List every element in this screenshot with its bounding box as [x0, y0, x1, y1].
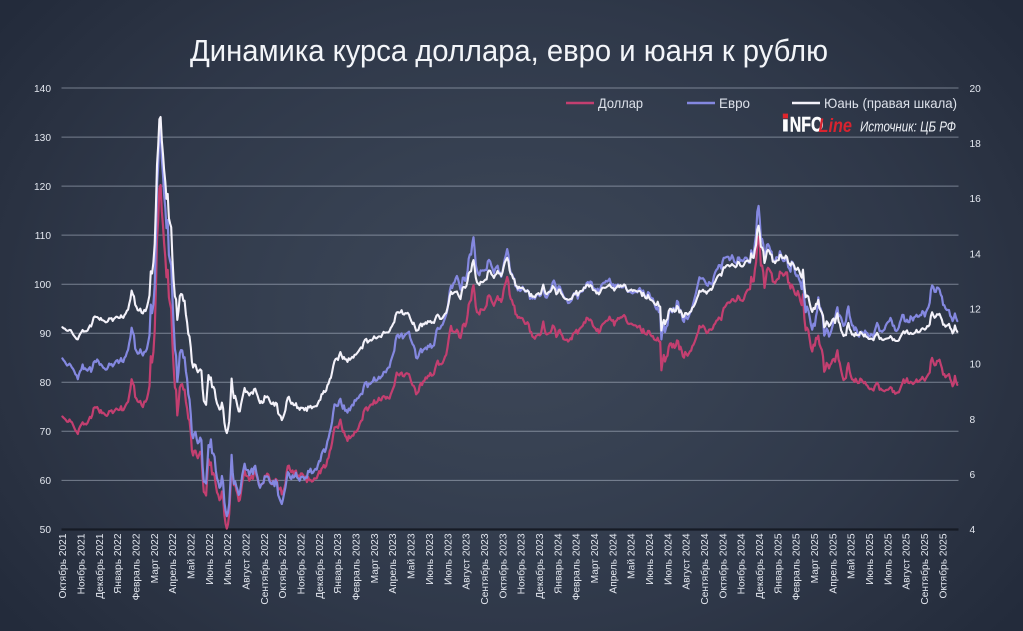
svg-text:Доллар: Доллар [598, 95, 643, 111]
svg-text:Декабрь 2024: Декабрь 2024 [754, 533, 766, 599]
svg-text:60: 60 [40, 476, 52, 487]
svg-text:Октябрь 2024: Октябрь 2024 [717, 533, 729, 598]
svg-text:18: 18 [970, 139, 982, 150]
svg-text:Август 2025: Август 2025 [902, 533, 913, 589]
svg-text:80: 80 [40, 378, 52, 389]
svg-text:Август 2023: Август 2023 [462, 533, 473, 589]
svg-text:Октябрь 2021: Октябрь 2021 [57, 533, 69, 598]
svg-text:Line: Line [819, 115, 853, 137]
svg-text:12: 12 [970, 305, 982, 316]
svg-text:Март 2025: Март 2025 [810, 533, 821, 583]
svg-text:110: 110 [35, 231, 52, 242]
svg-text:Октябрь 2023: Октябрь 2023 [497, 533, 509, 598]
svg-text:Юань (правая шкала): Юань (правая шкала) [824, 95, 957, 111]
svg-text:Ноябрь 2024: Ноябрь 2024 [736, 533, 748, 594]
svg-text:Июль 2024: Июль 2024 [663, 533, 674, 585]
svg-text:4: 4 [970, 525, 976, 536]
svg-text:120: 120 [34, 182, 51, 193]
svg-text:Декабрь 2022: Декабрь 2022 [314, 533, 326, 599]
svg-text:100: 100 [34, 280, 51, 291]
svg-text:Июнь 2025: Июнь 2025 [865, 533, 876, 585]
svg-text:Февраль 2024: Февраль 2024 [572, 533, 583, 600]
svg-text:90: 90 [40, 329, 52, 340]
svg-text:Сентябрь 2022: Сентябрь 2022 [259, 533, 271, 604]
svg-text:Май 2022: Май 2022 [187, 533, 198, 579]
svg-text:Октябрь 2022: Октябрь 2022 [277, 533, 289, 598]
svg-text:Май 2024: Май 2024 [627, 533, 638, 579]
svg-text:Сентябрь 2024: Сентябрь 2024 [699, 533, 711, 604]
svg-text:20: 20 [970, 84, 982, 95]
svg-text:Декабрь 2021: Декабрь 2021 [94, 533, 106, 599]
svg-text:Апрель 2025: Апрель 2025 [828, 533, 839, 593]
svg-text:Январь 2022: Январь 2022 [113, 533, 124, 594]
svg-text:Февраль 2022: Февраль 2022 [132, 533, 143, 600]
svg-text:Март 2022: Март 2022 [150, 533, 161, 583]
svg-text:Февраль 2023: Февраль 2023 [352, 533, 363, 600]
svg-text:Февраль 2025: Февраль 2025 [792, 533, 803, 600]
svg-text:Ноябрь 2023: Ноябрь 2023 [516, 533, 528, 594]
svg-text:Июль 2023: Июль 2023 [443, 533, 454, 585]
svg-text:Ноябрь 2021: Ноябрь 2021 [76, 533, 88, 594]
svg-text:Март 2023: Март 2023 [370, 533, 381, 583]
svg-text:10: 10 [970, 360, 982, 371]
svg-text:Июнь 2024: Июнь 2024 [645, 533, 656, 585]
svg-text:Март 2024: Март 2024 [590, 533, 601, 583]
svg-text:Август 2022: Август 2022 [242, 533, 253, 589]
svg-text:NFO: NFO [790, 113, 824, 137]
svg-text:Январь 2025: Январь 2025 [773, 533, 784, 594]
svg-text:Динамика курса доллара, евро и: Динамика курса доллара, евро и юаня к ру… [190, 34, 828, 68]
svg-text:Декабрь 2023: Декабрь 2023 [534, 533, 546, 599]
svg-text:Январь 2024: Январь 2024 [553, 533, 564, 594]
svg-text:14: 14 [970, 249, 982, 260]
svg-text:Сентябрь 2025: Сентябрь 2025 [919, 533, 931, 604]
svg-text:8: 8 [970, 415, 976, 426]
svg-text:140: 140 [34, 84, 51, 95]
svg-text:Июль 2022: Июль 2022 [223, 533, 234, 585]
svg-text:Апрель 2024: Апрель 2024 [608, 533, 619, 593]
svg-text:Ноябрь 2022: Ноябрь 2022 [296, 533, 308, 594]
svg-text:Октябрь 2025: Октябрь 2025 [937, 533, 949, 598]
svg-text:130: 130 [34, 133, 51, 144]
svg-text:Апрель 2023: Апрель 2023 [388, 533, 399, 593]
svg-text:Источник: ЦБ РФ: Источник: ЦБ РФ [860, 119, 956, 136]
svg-text:Май 2023: Май 2023 [407, 533, 418, 579]
svg-text:Июнь 2023: Июнь 2023 [425, 533, 436, 585]
svg-text:Май 2025: Май 2025 [847, 533, 858, 579]
svg-text:Июнь 2022: Июнь 2022 [205, 533, 216, 585]
svg-text:50: 50 [40, 525, 52, 536]
svg-text:Август 2024: Август 2024 [682, 533, 693, 589]
svg-text:Июль 2025: Июль 2025 [883, 533, 894, 585]
svg-text:Январь 2023: Январь 2023 [333, 533, 344, 594]
svg-text:6: 6 [970, 470, 976, 481]
svg-text:Сентябрь 2023: Сентябрь 2023 [479, 533, 491, 604]
svg-text:Евро: Евро [719, 95, 750, 111]
svg-text:Апрель 2022: Апрель 2022 [168, 533, 179, 593]
svg-text:70: 70 [40, 427, 52, 438]
svg-text:16: 16 [970, 194, 982, 205]
